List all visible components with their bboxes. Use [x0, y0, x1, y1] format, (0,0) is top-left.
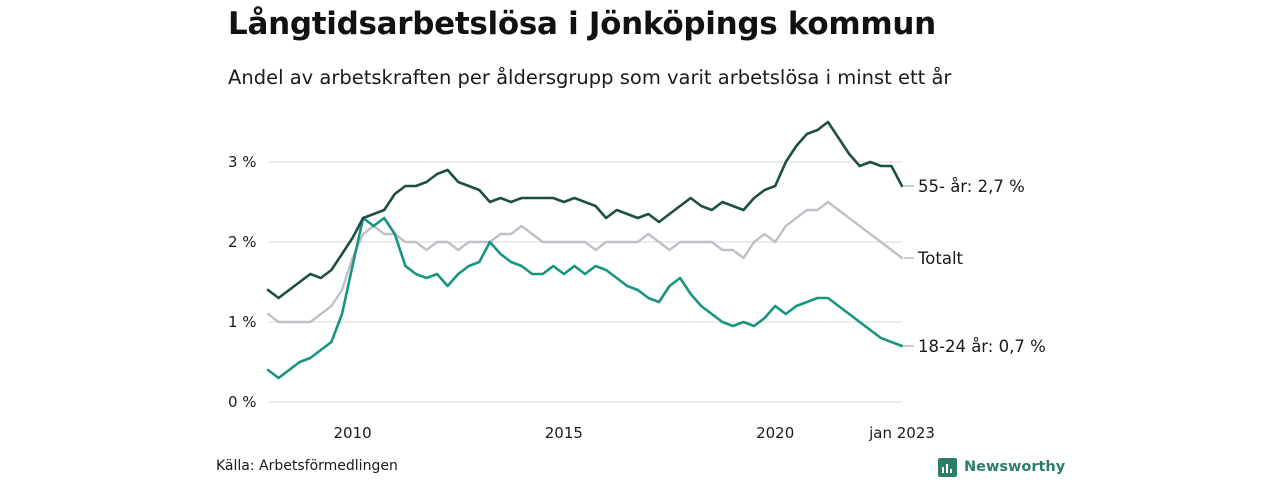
series-lines: [266, 120, 904, 380]
x-tick-label: 2020: [756, 424, 794, 442]
end-label-55_plus: 55- år: 2,7 %: [918, 177, 1025, 196]
end-label-total: Totalt: [917, 249, 964, 268]
series-end-labels: Totalt 18-24 år: 0,7 % 55- år: 2,7 %: [904, 177, 1046, 356]
chart-title: Långtidsarbetslösa i Jönköpings kommun: [228, 6, 936, 42]
brand-name: Newsworthy: [964, 459, 1066, 475]
source-note: Källa: Arbetsförmedlingen: [216, 458, 398, 474]
x-tick-label: 2015: [545, 424, 583, 442]
end-label-18_24: 18-24 år: 0,7 %: [918, 337, 1046, 356]
newsworthy-logo-icon: [938, 457, 957, 477]
series-line-55_plus: [266, 120, 904, 300]
y-tick-label: 0 %: [228, 393, 257, 411]
y-tick-label: 1 %: [228, 313, 257, 331]
y-tick-label: 3 %: [228, 153, 257, 171]
y-tick-label: 2 %: [228, 233, 257, 251]
brand-logo[interactable]: Newsworthy: [938, 456, 1065, 478]
x-tick-label: jan 2023: [868, 424, 935, 442]
chart-subtitle: Andel av arbetskraften per åldersgrupp s…: [228, 66, 952, 89]
series-line-18_24: [266, 216, 904, 380]
y-axis-ticks: 0 % 1 % 2 % 3 %: [228, 153, 257, 411]
grid-lines: [268, 161, 902, 403]
x-axis-ticks: 2010 2015 2020 jan 2023: [333, 424, 934, 442]
x-tick-label: 2010: [333, 424, 371, 442]
